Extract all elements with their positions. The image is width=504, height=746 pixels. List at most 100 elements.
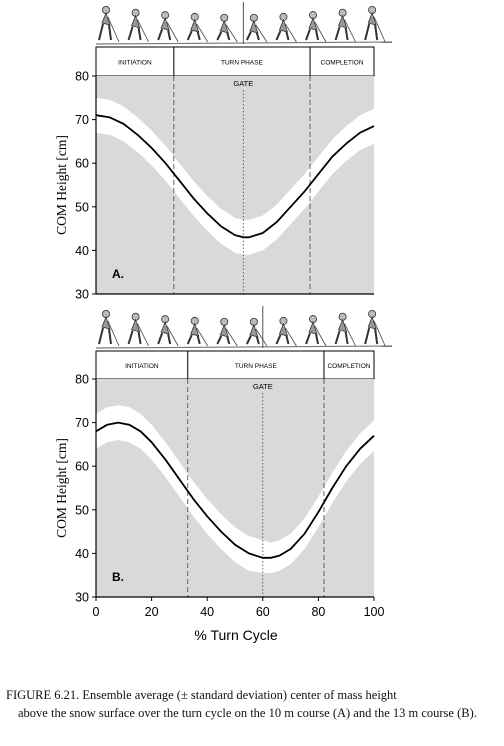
skier-torso	[101, 315, 111, 330]
phase-label-initiation: INITIATION	[118, 60, 152, 67]
skier-figure-icon	[305, 315, 327, 347]
x-tick-label: 40	[200, 605, 214, 619]
skier-legs	[216, 31, 231, 41]
y-tick-label: 70	[75, 113, 89, 127]
y-tick-label: 50	[75, 503, 89, 517]
x-tick-label: 80	[311, 605, 325, 619]
y-axis-label: COM Height [cm]	[54, 438, 69, 538]
skier-figure-icon	[245, 317, 268, 347]
caption-line-2: above the snow surface over the turn cyc…	[18, 706, 477, 720]
ski-pole	[314, 325, 327, 347]
gate-label: GATE	[233, 79, 253, 88]
skier-torso	[219, 19, 229, 34]
y-tick-label: 30	[75, 591, 89, 605]
ski-pole	[285, 327, 297, 347]
mean-com-height-line	[95, 421, 375, 559]
skier-torso	[219, 323, 229, 338]
skier-torso	[160, 16, 170, 31]
skier-legs	[245, 335, 260, 345]
skier-figure-icon	[98, 309, 120, 347]
ski-pole	[107, 16, 120, 43]
phase-bar	[95, 46, 375, 77]
skier-figure-icon	[127, 8, 149, 43]
skier-figure-icon	[275, 316, 297, 347]
skier-torso	[308, 16, 318, 31]
skier-figure-icon	[157, 315, 179, 347]
phase-label-initiation: INITIATION	[125, 363, 159, 370]
mean-com-height-line	[95, 114, 375, 239]
figure-canvas: INITIATION TURN PHASE COMPLETION GATE 30 40 50…	[54, 2, 393, 643]
ski-pole	[225, 24, 238, 43]
skier-legs	[127, 330, 142, 345]
skier-torso	[249, 323, 259, 338]
x-axis-label: % Turn Cycle	[194, 627, 277, 643]
plot-background	[96, 76, 374, 294]
gate-label: GATE	[253, 382, 273, 391]
ski-pole	[225, 328, 238, 347]
y-axis-label: COM Height [cm]	[54, 135, 69, 235]
skier-legs	[275, 30, 290, 41]
skier-figure-icon	[305, 11, 327, 43]
ski-pole	[255, 328, 268, 347]
skier-torso	[249, 19, 259, 34]
ski-pole	[314, 21, 327, 43]
skier-torso	[190, 322, 200, 337]
caption-line-1: FIGURE 6.21. Ensemble average (± standar…	[6, 688, 397, 702]
skier-figure-icon	[275, 12, 297, 43]
skier-torso	[131, 14, 141, 29]
skier-legs	[98, 23, 112, 41]
panel-b: INITIATION TURN PHASE COMPLETION GATE 30 40 50…	[54, 306, 393, 619]
skier-figure-icon	[157, 11, 179, 43]
skier-legs	[305, 28, 320, 41]
y-tick-label: 40	[75, 244, 89, 258]
y-tick-label: 80	[75, 70, 89, 84]
y-tick-label: 60	[75, 460, 89, 474]
skier-torso	[367, 315, 377, 330]
skier-figure-icon	[186, 12, 209, 43]
ski-pole	[137, 19, 149, 43]
y-tick-label: 60	[75, 157, 89, 171]
skier-torso	[308, 320, 318, 335]
y-tick-label: 50	[75, 200, 89, 214]
skier-torso	[278, 322, 289, 337]
y-tick-label: 80	[75, 373, 89, 387]
phase-bar	[95, 350, 375, 380]
skier-legs	[245, 31, 260, 41]
ski-pole	[255, 24, 268, 43]
ski-pole	[373, 16, 386, 43]
panel-label: B.	[112, 570, 124, 584]
y-tick-label: 70	[75, 416, 89, 430]
skier-torso	[338, 318, 348, 333]
std-dev-band	[96, 405, 374, 573]
skier-figure-icon	[127, 312, 149, 347]
phase-label-turn-phase: TURN PHASE	[221, 60, 264, 67]
skier-figure-icon	[216, 13, 238, 43]
figure-caption: FIGURE 6.21. Ensemble average (± standar…	[6, 686, 502, 722]
skier-figure-icon	[364, 6, 386, 43]
skier-figure-icon	[216, 317, 238, 347]
y-tick-label: 40	[75, 547, 89, 561]
skier-legs	[364, 327, 379, 345]
skier-torso	[101, 11, 111, 26]
skier-torso	[190, 18, 200, 33]
skier-legs	[305, 332, 320, 345]
skier-silhouette-strip	[95, 2, 393, 45]
ski-pole	[285, 23, 297, 43]
ski-pole	[196, 327, 209, 347]
phase-label-completion: COMPLETION	[321, 60, 364, 67]
x-tick-label: 20	[145, 605, 159, 619]
skier-legs	[186, 30, 201, 41]
ski-pole	[137, 323, 149, 347]
snow-surface-line	[95, 41, 393, 45]
skier-legs	[186, 334, 201, 345]
skier-legs	[275, 334, 290, 345]
skier-figure-icon	[186, 316, 209, 347]
ski-pole	[166, 21, 179, 43]
phase-label-completion: COMPLETION	[327, 363, 370, 370]
snow-surface-line	[95, 345, 393, 349]
skier-torso	[131, 318, 141, 333]
y-tick-label: 30	[75, 288, 89, 302]
ski-pole	[344, 323, 356, 347]
skier-figure-icon	[334, 8, 356, 43]
skier-legs	[364, 23, 379, 41]
